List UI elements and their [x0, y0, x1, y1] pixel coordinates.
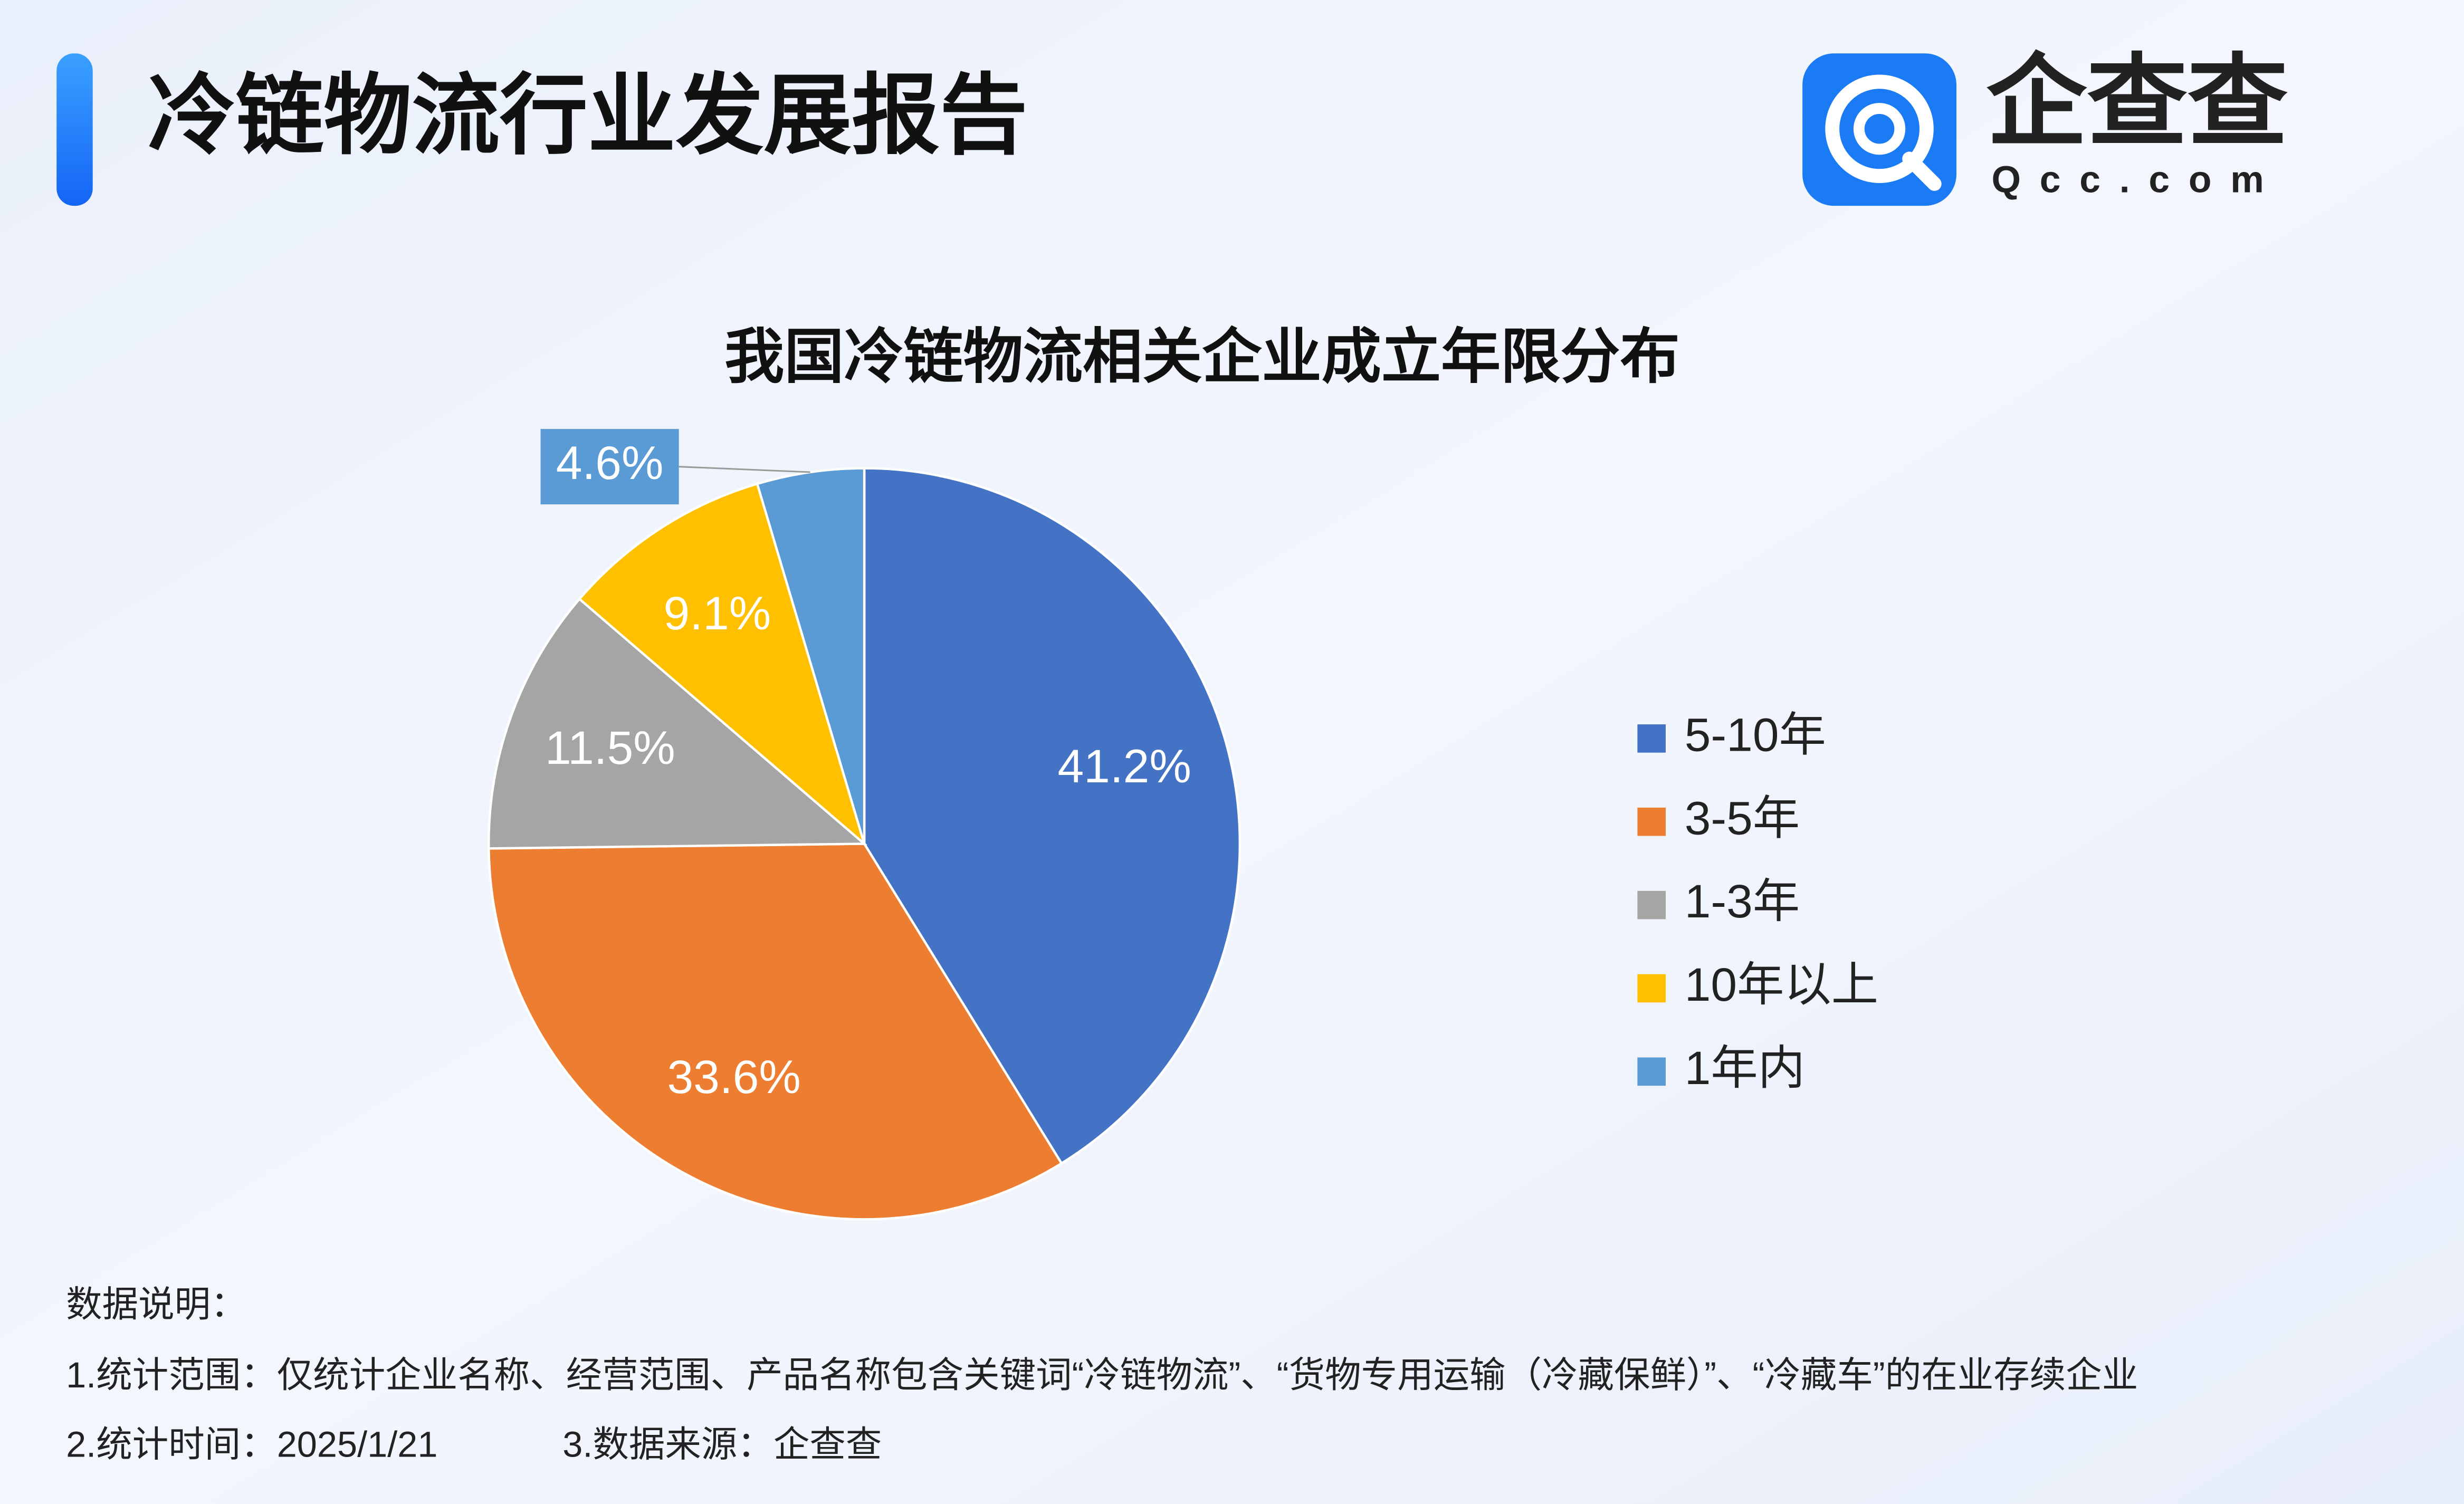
logo-inner [1853, 103, 1906, 155]
legend-label: 1-3年 [1685, 875, 1800, 927]
note-source: 3.数据来源：企查查 [562, 1424, 882, 1464]
legend-swatch [1637, 890, 1666, 919]
legend-label: 10年以上 [1685, 958, 1878, 1011]
data-label: 11.5% [545, 721, 675, 774]
note-heading: 数据说明： [66, 1284, 247, 1325]
data-label: 9.1% [664, 587, 771, 639]
label-box [540, 429, 679, 505]
chart-title: 我国冷链物流相关企业成立年限分布 [724, 323, 1679, 390]
logo-name: 企查查 [1987, 46, 2288, 158]
logo-ring [1825, 74, 1934, 183]
note-scope: 1.统计范围：仅统计企业名称、经营范围、产品名称包含关键词“冷链物流”、“货物专… [66, 1355, 2138, 1395]
legend-label: 5-10年 [1685, 708, 1826, 761]
legend: 5-10年 3-5年 1-3年 10年以上 1年内 [1637, 708, 1878, 1094]
leader-line [679, 466, 810, 473]
note-time: 2.统计时间：2025/1/21 [66, 1424, 437, 1464]
legend-swatch [1637, 807, 1666, 836]
legend-swatch [1637, 724, 1666, 753]
pie-slice [863, 467, 1241, 1165]
pie-slice [488, 597, 868, 850]
title-accent [56, 53, 93, 206]
legend-label: 1年内 [1685, 1041, 1805, 1094]
logo-tail [1902, 151, 1942, 191]
data-label: 33.6% [667, 1050, 801, 1103]
data-label: 41.2% [1057, 740, 1191, 792]
pie-slice [488, 842, 1063, 1221]
logo-domain: Qcc.com [1991, 158, 2282, 200]
legend-swatch [1637, 1057, 1666, 1086]
legend-label: 3-5年 [1685, 791, 1800, 844]
data-label: 4.6% [556, 436, 664, 489]
page-title: 冷链物流行业发展报告 [148, 66, 1028, 165]
pie-slice [578, 482, 867, 848]
legend-swatch [1637, 974, 1666, 1003]
pie: 41.2% 33.6% 11.5% 9.1% 4.6% [488, 429, 1241, 1221]
